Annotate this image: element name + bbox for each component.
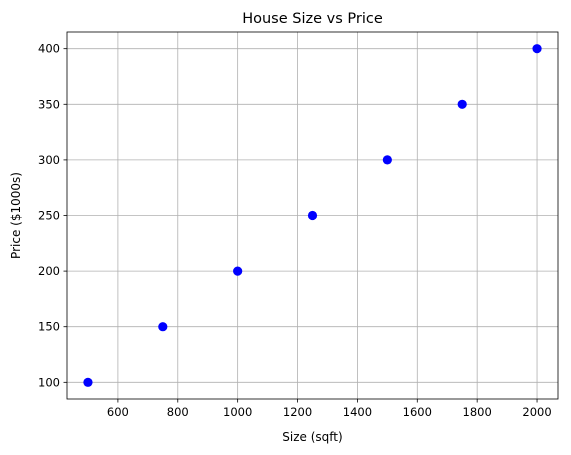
x-tick-label: 1800 xyxy=(463,405,492,419)
chart-title: House Size vs Price xyxy=(242,11,383,27)
x-tick-label: 1000 xyxy=(223,405,252,419)
tick-layer: 600 800 1000 1200 1400 1600 1800 2000 100 150 200 2… xyxy=(38,42,552,419)
y-tick-label: 150 xyxy=(38,320,60,334)
point-layer xyxy=(83,44,542,387)
scatter-point xyxy=(382,155,392,165)
x-tick-label: 2000 xyxy=(522,405,551,419)
scatter-point xyxy=(83,377,93,387)
y-tick-label: 300 xyxy=(38,153,60,167)
y-tick-label: 400 xyxy=(38,42,60,56)
x-tick-label: 1400 xyxy=(343,405,372,419)
y-tick-label: 350 xyxy=(38,97,60,111)
x-tick-label: 1200 xyxy=(283,405,312,419)
plot-frame xyxy=(66,31,559,400)
scatter-point xyxy=(158,322,168,332)
y-tick-label: 100 xyxy=(38,375,60,389)
y-tick-label: 200 xyxy=(38,264,60,278)
scatter-point xyxy=(532,44,542,54)
x-tick-label: 800 xyxy=(167,405,189,419)
grid-layer xyxy=(67,32,558,399)
x-tick-label: 1600 xyxy=(403,405,432,419)
scatter-point xyxy=(457,99,467,109)
scatter-point xyxy=(233,266,243,276)
y-tick-label: 250 xyxy=(38,209,60,223)
y-axis-label: Price ($1000s) xyxy=(9,172,23,259)
x-tick-label: 600 xyxy=(107,405,129,419)
x-axis-label: Size (sqft) xyxy=(282,430,342,444)
scatter-point xyxy=(307,210,318,221)
